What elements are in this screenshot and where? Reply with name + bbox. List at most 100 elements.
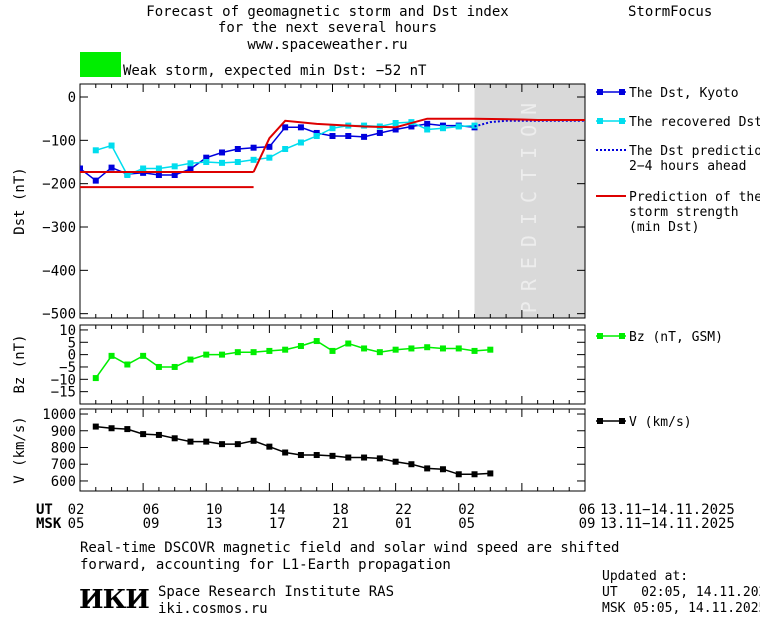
data-point bbox=[219, 149, 226, 156]
series-group bbox=[80, 117, 585, 189]
legend-label: Bz (nT, GSM) bbox=[629, 330, 723, 345]
data-point bbox=[155, 172, 162, 178]
data-point bbox=[455, 471, 462, 478]
data-point bbox=[424, 465, 431, 472]
chart-title: Forecast of geomagnetic storm and Dst in… bbox=[146, 4, 509, 20]
data-point bbox=[187, 165, 194, 172]
data-point bbox=[171, 172, 178, 178]
data-point bbox=[329, 125, 336, 132]
legend-label: The recovered Dst bbox=[629, 115, 760, 130]
legend-label: The Dst prediction 2−4 hours ahead bbox=[629, 144, 760, 174]
data-point bbox=[313, 338, 320, 345]
series-line bbox=[252, 117, 585, 173]
data-point bbox=[439, 125, 446, 132]
chart-subtitle: for the next several hours bbox=[217, 20, 438, 36]
data-point bbox=[203, 159, 210, 165]
data-point bbox=[155, 363, 162, 370]
y-tick-label: 700 bbox=[51, 457, 76, 473]
msk-tick-label: 21 bbox=[331, 516, 349, 532]
ut-tick-label: 10 bbox=[205, 502, 223, 518]
y-axis-title: Dst (nT) bbox=[12, 167, 28, 234]
y-tick-label: −300 bbox=[42, 220, 76, 236]
ut-tick-label: 18 bbox=[331, 502, 349, 518]
legend-item: Bz (nT, GSM) bbox=[596, 330, 723, 345]
legend-label-line: The recovered Dst bbox=[629, 115, 760, 130]
data-point bbox=[92, 423, 99, 430]
ut-tick-label: 06 bbox=[142, 502, 160, 518]
y-tick-label: 900 bbox=[51, 424, 76, 440]
institute-site[interactable]: iki.cosmos.ru bbox=[158, 601, 268, 617]
data-point bbox=[297, 124, 304, 131]
data-point bbox=[282, 346, 289, 353]
data-point bbox=[439, 466, 446, 473]
ut-axis-label: UT bbox=[36, 502, 53, 518]
data-point bbox=[297, 139, 304, 146]
data-point bbox=[124, 426, 131, 433]
ut-tick-label: 14 bbox=[268, 502, 286, 518]
y-tick-label: −200 bbox=[42, 177, 76, 193]
y-axis-title: V (km/s) bbox=[12, 416, 28, 483]
data-point bbox=[187, 160, 194, 167]
data-point bbox=[140, 165, 147, 172]
data-point bbox=[203, 154, 210, 161]
ut-date-range: 13.11−14.11.2025 bbox=[600, 502, 735, 518]
legend-marker bbox=[619, 418, 625, 424]
data-point bbox=[140, 352, 147, 359]
data-point bbox=[439, 345, 446, 352]
y-tick-label: 0 bbox=[68, 348, 76, 364]
data-point bbox=[424, 126, 431, 133]
data-point bbox=[376, 455, 383, 462]
y-tick-label: 800 bbox=[51, 440, 76, 456]
data-point bbox=[392, 120, 399, 126]
updated-label: Updated at: bbox=[602, 569, 689, 584]
data-point bbox=[266, 347, 273, 354]
data-point bbox=[282, 449, 289, 456]
y-tick-label: −5 bbox=[59, 360, 76, 376]
updated-msk: MSK 05:05, 14.11.2025 bbox=[602, 601, 760, 616]
data-point bbox=[424, 120, 431, 127]
msk-axis-label: MSK bbox=[36, 516, 62, 532]
y-tick-label: 5 bbox=[68, 335, 76, 351]
prediction-label: PREDICTION bbox=[517, 93, 541, 313]
data-point bbox=[124, 361, 131, 368]
data-point bbox=[203, 438, 210, 445]
msk-tick-label: 09 bbox=[578, 516, 596, 532]
brand-name: StormFocus bbox=[628, 4, 713, 20]
data-point bbox=[234, 159, 241, 165]
data-point bbox=[345, 340, 352, 347]
data-point bbox=[376, 129, 383, 136]
institute-name: Space Research Institute RAS bbox=[158, 584, 395, 600]
website-link[interactable]: www.spaceweather.ru bbox=[247, 37, 408, 53]
data-point bbox=[187, 356, 194, 363]
y-axis-title: Bz (nT) bbox=[12, 334, 28, 393]
legend-label: V (km/s) bbox=[629, 415, 692, 430]
legend-label-line: V (km/s) bbox=[629, 415, 692, 430]
legend-label-line: storm strength bbox=[629, 205, 739, 220]
prediction-shade bbox=[474, 84, 585, 318]
data-point bbox=[408, 461, 415, 468]
data-point bbox=[392, 126, 399, 133]
data-point bbox=[171, 363, 178, 370]
data-point bbox=[92, 177, 99, 184]
y-tick-label: −100 bbox=[42, 133, 76, 149]
data-point bbox=[345, 133, 352, 139]
storm-status: Weak storm, expected min Dst: −52 nT bbox=[123, 63, 427, 79]
msk-tick-label: 09 bbox=[142, 516, 160, 532]
data-point bbox=[376, 349, 383, 356]
legend-marker bbox=[597, 333, 603, 339]
data-point bbox=[471, 471, 478, 478]
iki-logo: ИКИ bbox=[79, 585, 150, 615]
legend-item: Prediction of the storm strength (min Dst) bbox=[596, 190, 760, 235]
y-tick-label: 10 bbox=[59, 323, 76, 339]
legend-item: The Dst, Kyoto bbox=[596, 86, 739, 101]
data-point bbox=[297, 452, 304, 459]
legend-label-line: The Dst prediction bbox=[629, 144, 760, 159]
data-point bbox=[234, 441, 241, 448]
data-point bbox=[455, 123, 462, 130]
data-point bbox=[140, 431, 147, 438]
data-point bbox=[250, 156, 257, 163]
y-tick-label: 1000 bbox=[42, 407, 76, 423]
legend-marker bbox=[597, 418, 603, 424]
data-point bbox=[108, 142, 115, 149]
msk-tick-label: 17 bbox=[268, 516, 286, 532]
